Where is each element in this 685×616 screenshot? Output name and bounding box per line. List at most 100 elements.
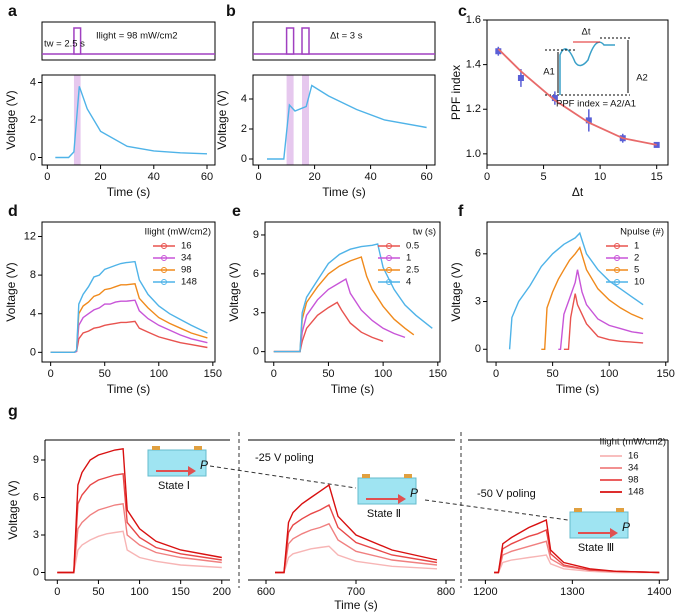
data-line: [273, 256, 415, 353]
x-tick-label: 0: [44, 171, 50, 183]
legend-label: 2.5: [406, 265, 419, 276]
panel-letter: a: [8, 3, 17, 20]
legend-label: 16: [628, 451, 639, 462]
data-line: [275, 504, 438, 574]
x-tick-label: 100: [374, 368, 392, 380]
legend-title: tw (s): [413, 227, 436, 238]
legend-label: 5: [634, 265, 639, 276]
x-tick-label: 0: [54, 586, 60, 598]
y-tick-label: 12: [24, 230, 36, 242]
x-tick-label: 50: [99, 368, 111, 380]
state-label: State Ⅰ: [158, 480, 190, 492]
data-line: [50, 260, 208, 353]
y-tick-label: 0: [30, 151, 36, 163]
x-axis-label: Time (s): [107, 382, 151, 396]
data-line: [50, 283, 208, 353]
poling-label: -50 V poling: [477, 488, 536, 500]
plot-frame: [41, 221, 216, 363]
legend-title: Ilight (mW/cm2): [145, 227, 212, 238]
x-tick-label: 0: [484, 171, 490, 183]
y-tick-label: 0: [30, 346, 36, 358]
axis-breaks: [209, 432, 569, 588]
y-tick-label: 6: [253, 268, 259, 280]
y-tick-label: 6: [33, 491, 39, 503]
x-tick-label: 1200: [473, 586, 497, 598]
data-line: [497, 48, 657, 146]
panel-letter: b: [226, 3, 236, 20]
x-tick-label: 20: [308, 171, 320, 183]
plot-frame: [486, 19, 669, 166]
y-tick-label: 2: [241, 123, 247, 135]
x-tick-label: 10: [594, 171, 606, 183]
y-tick-label: 3: [475, 295, 481, 307]
data-line: [57, 530, 222, 574]
polarization-label: P: [410, 486, 418, 500]
x-tick-label: 40: [148, 171, 160, 183]
light-pulse-band: [302, 75, 309, 165]
poling-label: -25 V poling: [255, 452, 314, 464]
point: [585, 117, 592, 124]
legend-label: 0.5: [406, 241, 419, 252]
plot-frame: [41, 74, 216, 166]
legend-marker: [161, 255, 167, 261]
data-line: [57, 472, 222, 574]
x-tick-label: 150: [171, 586, 189, 598]
point: [517, 75, 524, 81]
panel-letter: c: [458, 3, 467, 20]
polarization-label: P: [200, 458, 208, 472]
y-tick-label: 4: [30, 308, 36, 320]
legend-label: 10: [634, 277, 645, 288]
data-line: [50, 299, 208, 353]
x-tick-label: 0: [271, 368, 277, 380]
legend-label: 2: [634, 253, 639, 264]
polarization-label: P: [622, 520, 630, 534]
data-line: [273, 243, 433, 353]
x-tick-label: 60: [201, 171, 213, 183]
x-tick-label: 100: [130, 586, 148, 598]
inset-frame: [252, 21, 436, 61]
y-tick-label: 2: [30, 114, 36, 126]
data-line: [273, 301, 384, 353]
x-tick-label: 150: [204, 368, 222, 380]
device-sketch: [357, 477, 417, 505]
y-tick-label: 0: [241, 153, 247, 165]
x-tick-label: 600: [257, 586, 275, 598]
plot-frame: [486, 221, 669, 363]
legend-label: 1: [406, 253, 411, 264]
plot-frame: [264, 221, 441, 363]
state-label: State Ⅱ: [367, 508, 401, 520]
y-tick-label: 4: [30, 76, 36, 88]
y-axis-label: Voltage (V): [227, 262, 241, 321]
x-axis-label: Δt: [572, 185, 584, 199]
legend-title: Ilight (mW/cm2): [600, 437, 667, 448]
x-axis-label: Time (s): [107, 185, 151, 199]
light-pulse-band: [286, 75, 294, 165]
panel-letter: d: [8, 203, 18, 220]
y-tick-label: 1.6: [466, 14, 481, 26]
y-axis-label: Voltage (V): [6, 480, 20, 539]
x-tick-label: 150: [657, 368, 675, 380]
x-tick-label: 150: [429, 368, 447, 380]
data-line: [50, 320, 208, 353]
polarization-arrow: [366, 494, 406, 504]
device-sketch: [569, 511, 629, 539]
legend-label: 34: [181, 253, 192, 264]
x-tick-label: 20: [94, 171, 106, 183]
panel-letter: g: [8, 403, 18, 420]
point: [495, 48, 502, 55]
legend-title: Npulse (#): [620, 227, 664, 238]
y-axis-label: Voltage (V): [449, 262, 463, 321]
light-pulse: [285, 27, 295, 55]
y-tick-label: 8: [30, 269, 36, 281]
electrode: [152, 446, 160, 450]
legend-marker: [614, 267, 620, 273]
x-tick-label: 50: [92, 586, 104, 598]
electrode: [194, 446, 202, 450]
legend-marker: [161, 243, 167, 249]
light-pulse: [73, 27, 82, 55]
light-pulse: [301, 27, 310, 55]
y-tick-label: 1.0: [466, 148, 481, 160]
x-tick-label: 60: [420, 171, 432, 183]
y-tick-label: 0: [33, 566, 39, 578]
